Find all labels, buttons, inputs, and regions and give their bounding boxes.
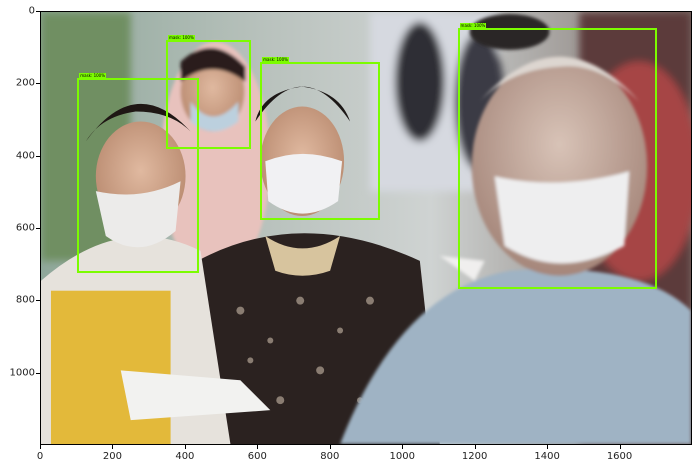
detection-box: mask: 100% [260, 56, 380, 220]
x-tick-label: 0 [36, 451, 44, 462]
x-tick-mark [474, 445, 476, 449]
x-tick-mark [40, 445, 41, 449]
x-tick-label: 1200 [461, 451, 488, 462]
x-tick-label: 400 [175, 451, 195, 462]
x-tick-mark [184, 445, 186, 449]
y-tick-mark [36, 300, 40, 302]
y-tick-mark [36, 372, 40, 374]
y-tick-label: 1000 [9, 367, 35, 379]
x-tick-label: 1600 [606, 451, 633, 462]
y-tick-label: 600 [15, 222, 35, 234]
y-tick-mark [36, 155, 40, 157]
y-tick-mark [36, 83, 40, 85]
x-tick-mark [547, 445, 549, 449]
x-tick-label: 1400 [534, 451, 560, 462]
x-tick-label: 200 [102, 451, 122, 462]
x-tick-mark [402, 445, 404, 449]
detection-box: mask: 100% [457, 22, 657, 289]
x-tick-mark [112, 445, 114, 449]
x-tick-label: 1000 [389, 451, 415, 462]
y-tick-mark [36, 228, 40, 229]
detection-label: mask: 100% [167, 35, 195, 41]
image-plot-area: mask: 100% mask: 100% mask: 100% mask: 100% [40, 11, 692, 445]
x-tick-mark [619, 445, 621, 449]
detection-label: mask: 100% [262, 56, 289, 62]
x-tick-mark [329, 445, 331, 449]
x-tick-label: 600 [247, 451, 267, 462]
x-tick-mark [257, 445, 259, 449]
detection-box: mask: 100% [77, 73, 199, 274]
y-tick-label: 400 [15, 150, 35, 162]
y-tick-label: 800 [15, 294, 35, 306]
detection-box: mask: 100% [165, 35, 252, 150]
y-tick-label: 200 [15, 77, 35, 89]
y-tick-mark [36, 11, 40, 12]
detection-label: mask: 100% [459, 22, 487, 28]
y-tick-label: 0 [28, 5, 35, 17]
crowd-photo [41, 12, 691, 444]
x-tick-label: 800 [320, 451, 340, 462]
detection-label: mask: 100% [79, 73, 107, 79]
